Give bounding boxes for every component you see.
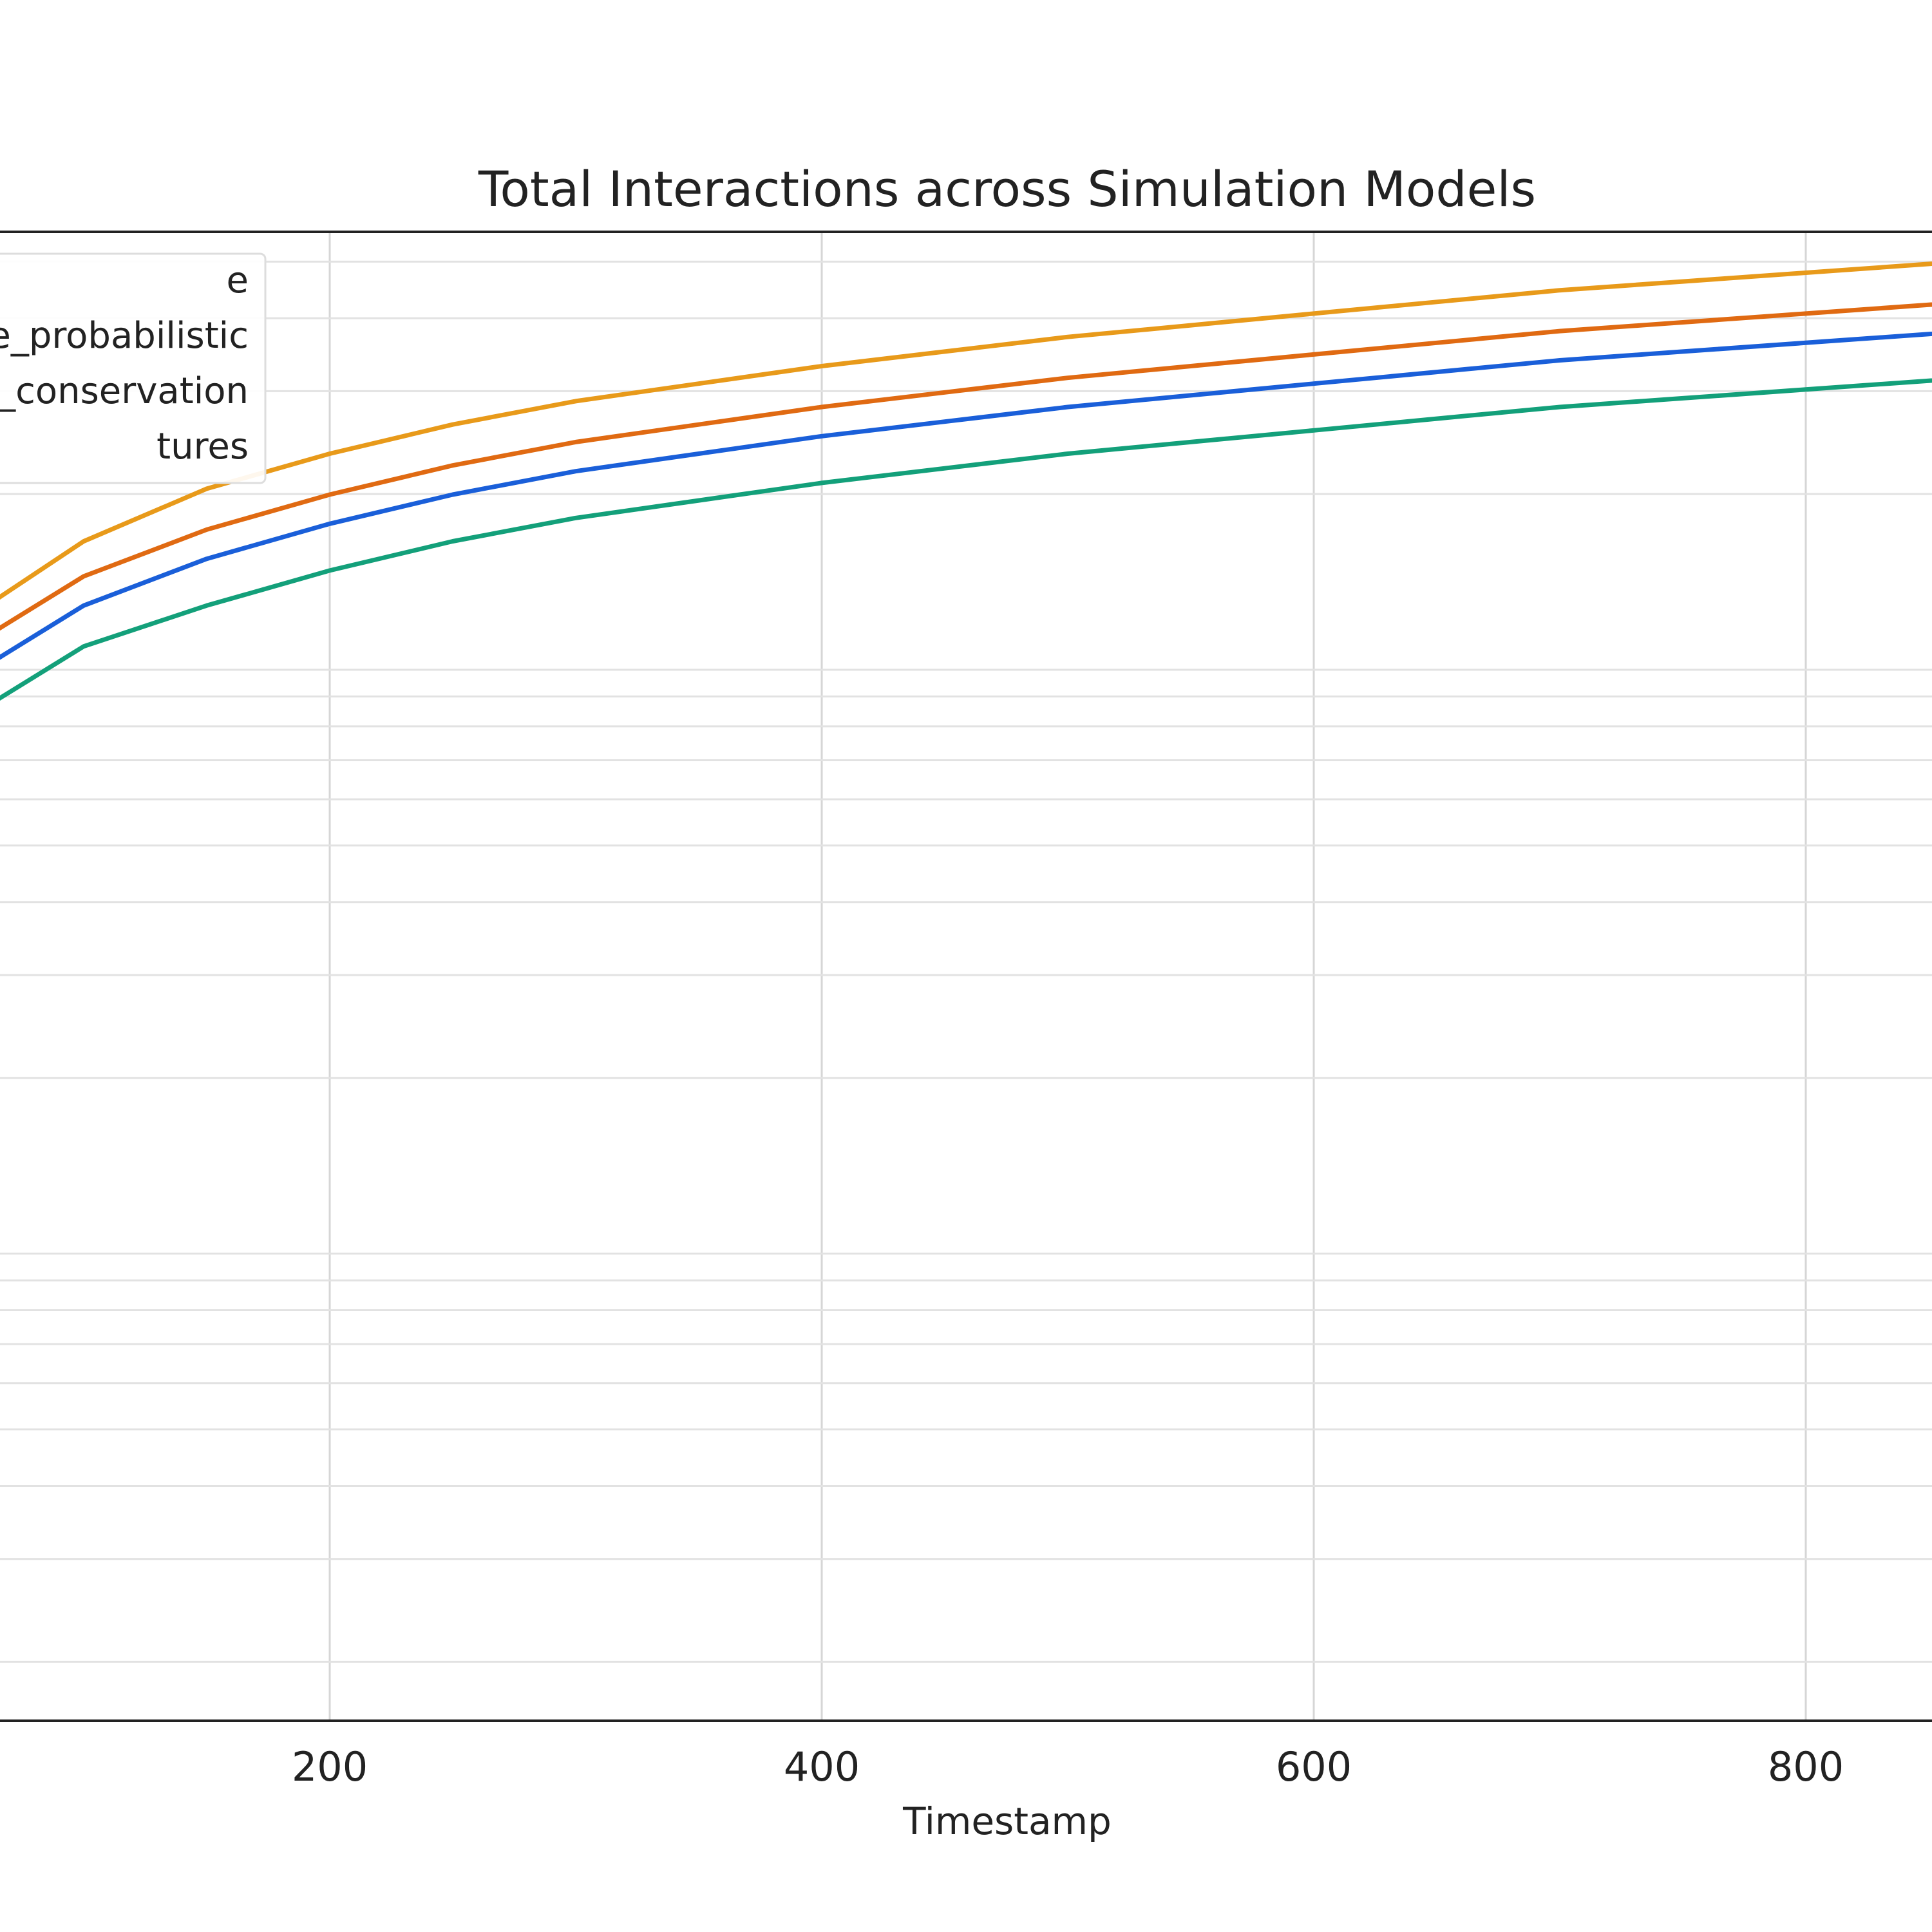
x-tick-label: 800 [1768, 1743, 1844, 1790]
series-line-tures [0, 378, 1932, 701]
legend-entry: e_probabilistic [0, 315, 249, 357]
series-lines [0, 261, 1932, 701]
chart-title: Total Interactions across Simulation Mod… [478, 160, 1536, 218]
legend-entry: e [227, 260, 249, 301]
x-axis-label: Timestamp [902, 1799, 1112, 1843]
x-tick-labels: 200 400 600 800 [292, 1743, 1844, 1790]
legend-entry: _conservation [0, 370, 249, 412]
legend-box [0, 252, 267, 484]
plot-frame [0, 231, 1932, 1722]
x-tick-label: 200 [292, 1743, 368, 1790]
grid [0, 232, 1932, 1721]
series-line-e-probabilistic [0, 302, 1932, 631]
legend-entry: tures [156, 426, 249, 468]
series-line-conservation [0, 261, 1932, 600]
series-line-e [0, 331, 1932, 660]
x-tick-label: 400 [784, 1743, 860, 1790]
x-tick-label: 600 [1276, 1743, 1352, 1790]
